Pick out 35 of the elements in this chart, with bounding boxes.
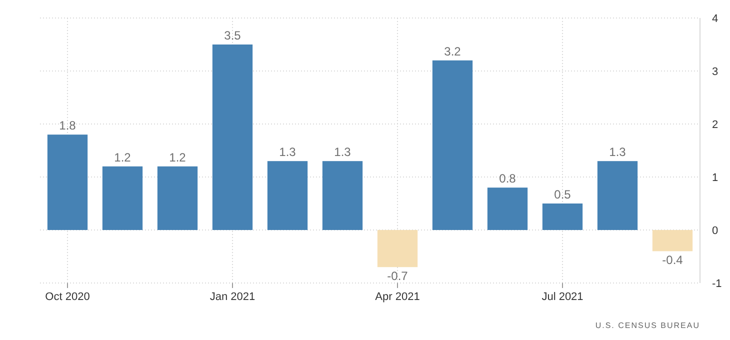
data-label: -0.4 (662, 253, 684, 268)
bar (377, 230, 418, 268)
data-label: 1.3 (279, 145, 296, 160)
bar (487, 188, 528, 230)
bar (157, 166, 198, 230)
data-label: 3.2 (444, 44, 462, 58)
bar (652, 230, 693, 252)
data-label: 3.5 (224, 28, 242, 42)
x-tick-label: Apr 2021 (375, 291, 420, 303)
bar (322, 161, 363, 230)
bar (542, 204, 583, 230)
data-label: 1.3 (609, 145, 626, 160)
data-label: 1.2 (169, 150, 186, 164)
y-tick-label: 3 (712, 66, 718, 78)
y-tick-label: 1 (712, 172, 718, 184)
y-tick-label: 0 (712, 225, 718, 237)
data-label: -0.7 (387, 269, 408, 284)
bar (102, 166, 143, 230)
data-label: 1.8 (59, 118, 76, 133)
x-tick-label: Oct 2020 (45, 291, 90, 303)
bar (432, 60, 473, 230)
text: U.S. CENSUS BUREAU (595, 321, 700, 330)
bar (47, 134, 88, 230)
data-label: 1.3 (334, 145, 352, 160)
y-tick-label: 4 (712, 13, 718, 25)
bar (597, 161, 638, 230)
x-tick-label: Jul 2021 (542, 291, 584, 303)
x-tick-label: Jan 2021 (210, 291, 256, 303)
bar (267, 161, 308, 230)
bar (212, 44, 253, 230)
y-tick-label: 2 (712, 119, 718, 131)
data-label: 0.5 (554, 188, 572, 202)
y-tick-label: -1 (712, 278, 722, 290)
data-label: 1.2 (114, 150, 132, 164)
data-label: 0.8 (499, 172, 516, 186)
